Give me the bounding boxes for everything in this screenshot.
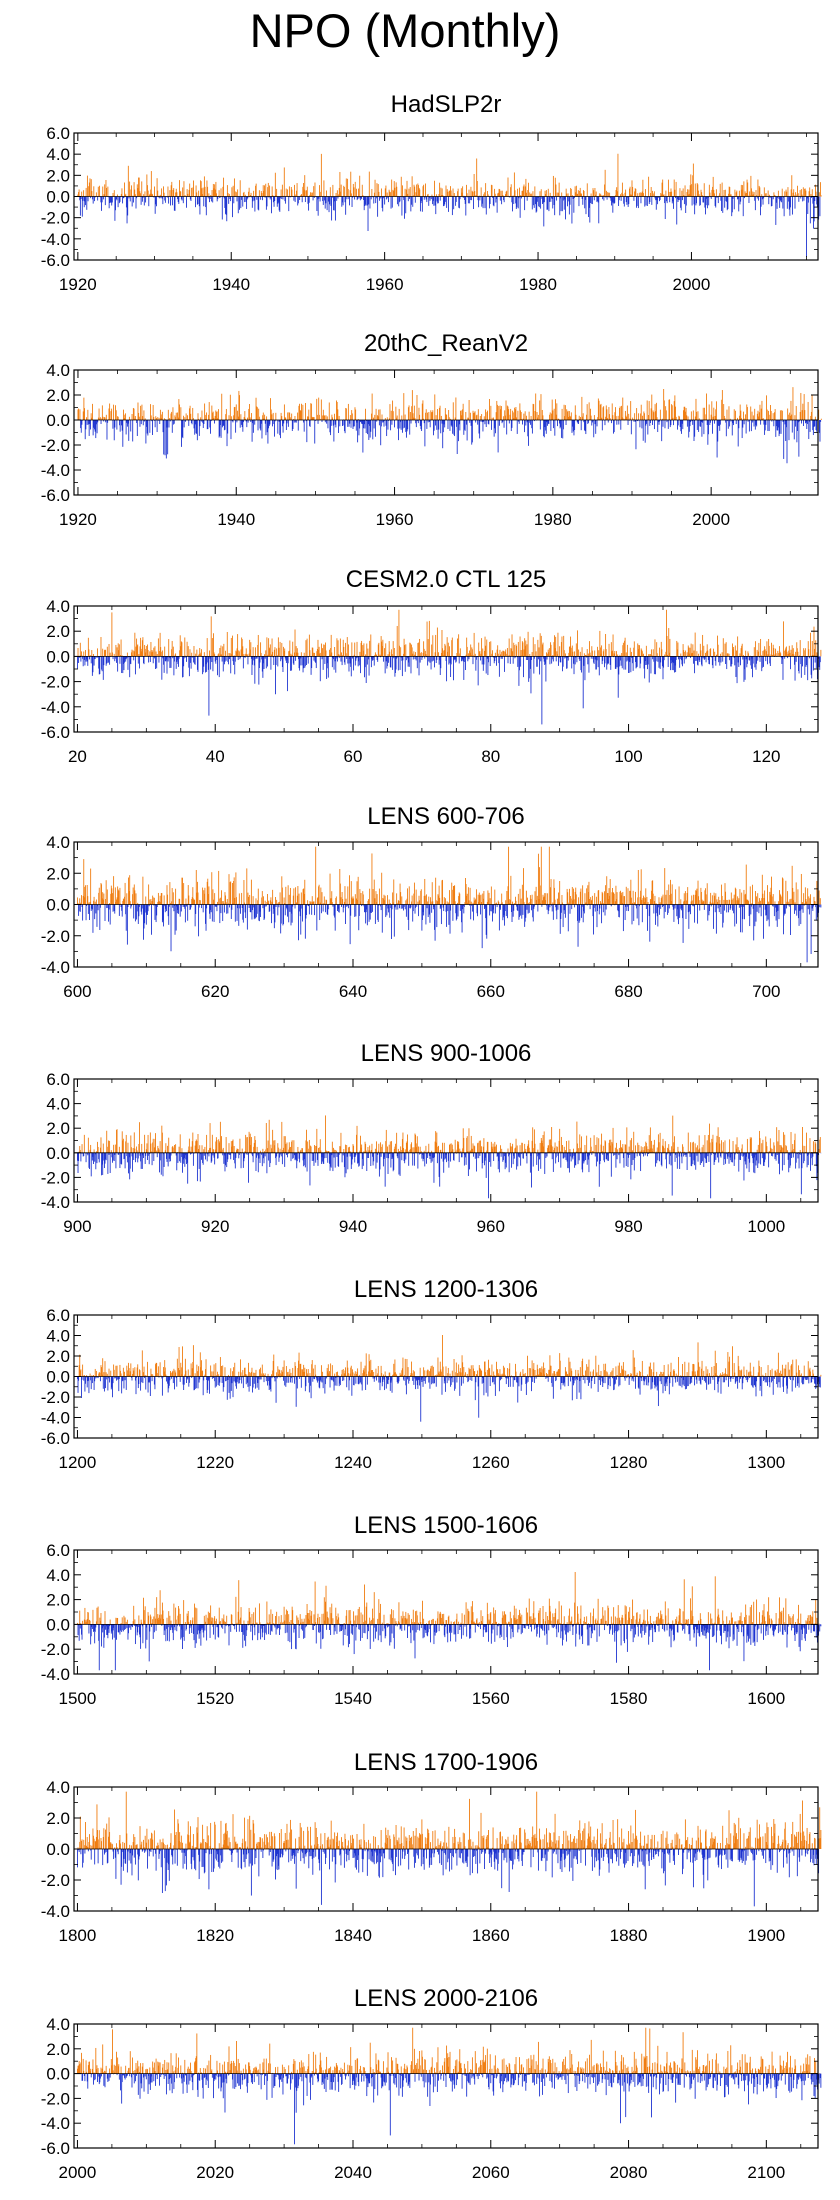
y-tick-label: 4.0 bbox=[46, 145, 70, 164]
x-tick-label: 2000 bbox=[692, 510, 730, 529]
y-tick-label: -6.0 bbox=[41, 486, 70, 505]
plot-frame bbox=[73, 369, 819, 496]
y-tick-label: 6.0 bbox=[46, 124, 70, 143]
y-tick-label: 0.0 bbox=[46, 647, 70, 666]
y-tick-label: -2.0 bbox=[41, 209, 70, 228]
panel-title: HadSLP2r bbox=[391, 91, 502, 118]
y-tick-label: -6.0 bbox=[41, 723, 70, 742]
figure-title: NPO (Monthly) bbox=[249, 4, 561, 57]
y-tick-label: 2.0 bbox=[46, 386, 70, 405]
x-tick-label: 1960 bbox=[376, 510, 414, 529]
x-tick-label: 1940 bbox=[212, 275, 250, 294]
chart-panel-2: 20thC_ReanV2 4.0 2.0 0.0 -2.0 -4.0 -6.0 1920 194… bbox=[41, 330, 822, 529]
bar-series bbox=[77, 153, 822, 257]
y-tick-label: -4.0 bbox=[41, 698, 70, 717]
x-tick-label: 80 bbox=[481, 747, 500, 766]
plot-frame bbox=[73, 605, 819, 733]
x-tick-label: 1960 bbox=[366, 275, 404, 294]
panel-title: LENS 600-706 bbox=[367, 803, 524, 830]
y-tick-label: -4.0 bbox=[41, 461, 70, 480]
y-tick-label: 2.0 bbox=[46, 166, 70, 185]
y-tick-label: 0.0 bbox=[46, 188, 70, 207]
chart-panel-3: CESM2.0 CTL 125 4.0 2.0 0.0 -2.0 -4.0 -6.0 20 40… bbox=[41, 566, 822, 766]
x-tick-label: 100 bbox=[614, 747, 642, 766]
chart-panel-1: HadSLP2r 6.0 4.0 2.0 0.0 -2.0 -4.0 -6.0 1920 1940… bbox=[41, 91, 822, 294]
x-tick-label: 2000 bbox=[673, 275, 711, 294]
x-tick-label: 1920 bbox=[59, 275, 97, 294]
x-tick-label: 1980 bbox=[534, 510, 572, 529]
y-tick-label: 2.0 bbox=[46, 622, 70, 641]
x-tick-label: 120 bbox=[752, 747, 780, 766]
y-tick-label: -2.0 bbox=[41, 673, 70, 692]
bar-series bbox=[76, 609, 822, 725]
panel-title: CESM2.0 CTL 125 bbox=[346, 566, 547, 593]
x-tick-label: 60 bbox=[344, 747, 363, 766]
x-tick-label: 1920 bbox=[59, 510, 97, 529]
y-tick-label: 0.0 bbox=[46, 411, 70, 430]
y-tick-label: 4.0 bbox=[46, 361, 70, 380]
x-tick-label: 1980 bbox=[519, 275, 557, 294]
y-tick-label: 4.0 bbox=[46, 597, 70, 616]
bar-series bbox=[77, 387, 822, 464]
y-tick-label: -6.0 bbox=[41, 251, 70, 270]
panel-title: 20thC_ReanV2 bbox=[364, 330, 528, 357]
x-tick-label: 40 bbox=[206, 747, 225, 766]
y-tick-label: -4.0 bbox=[41, 230, 70, 249]
bar-series bbox=[76, 846, 822, 963]
y-tick-label: -2.0 bbox=[41, 436, 70, 455]
x-tick-label: 20 bbox=[68, 747, 87, 766]
x-tick-label: 1940 bbox=[217, 510, 255, 529]
